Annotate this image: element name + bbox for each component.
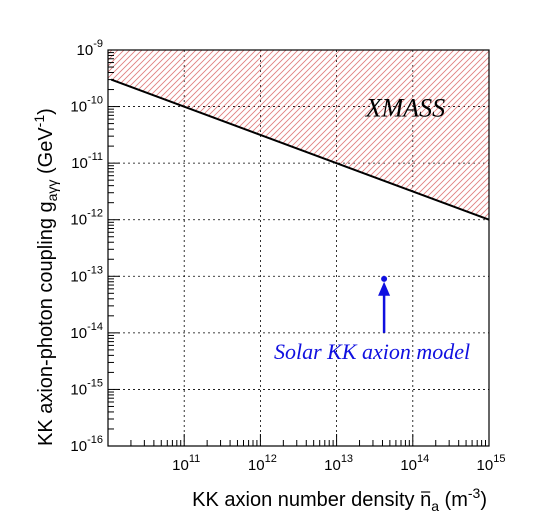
y-tick-label: 10-14 xyxy=(70,321,103,342)
plot-frame xyxy=(107,49,490,447)
solar-model-point xyxy=(381,275,388,282)
x-tick-label: 1013 xyxy=(324,453,353,474)
xmass-label: XMASS xyxy=(365,94,445,123)
y-tick-label: 10-10 xyxy=(70,95,103,116)
solar-model-label: Solar KK axion model xyxy=(274,339,470,364)
x-tick-labels: 1011 1012 1013 1014 1015 xyxy=(172,453,505,474)
minor-ticks xyxy=(108,52,487,446)
xmass-excluded-region xyxy=(108,50,489,220)
y-tick-label: 10-11 xyxy=(71,151,103,172)
y-tick-label: 10-15 xyxy=(70,377,103,398)
y-tick-label: 10-12 xyxy=(70,208,103,229)
x-tick-label: 1015 xyxy=(477,453,506,474)
y-axis-title: KK axion-photon coupling gaγγ (GeV-1) xyxy=(31,108,60,446)
x-tick-label: 1014 xyxy=(400,453,429,474)
y-tick-label: 10-13 xyxy=(70,264,103,285)
xmass-limit-line xyxy=(110,78,490,221)
x-tick-label: 1012 xyxy=(248,453,277,474)
y-tick-label: 10-9 xyxy=(77,38,103,59)
x-axis-title: KK axion number density na (m-3) xyxy=(192,485,487,514)
x-tick-label: 1011 xyxy=(172,453,200,474)
y-tick-labels: 10-16 10-15 10-14 10-13 10-12 10-11 10-10 10-9 xyxy=(70,38,103,455)
y-tick-label: 10-16 xyxy=(70,434,103,455)
model-arrow-head xyxy=(378,281,391,296)
